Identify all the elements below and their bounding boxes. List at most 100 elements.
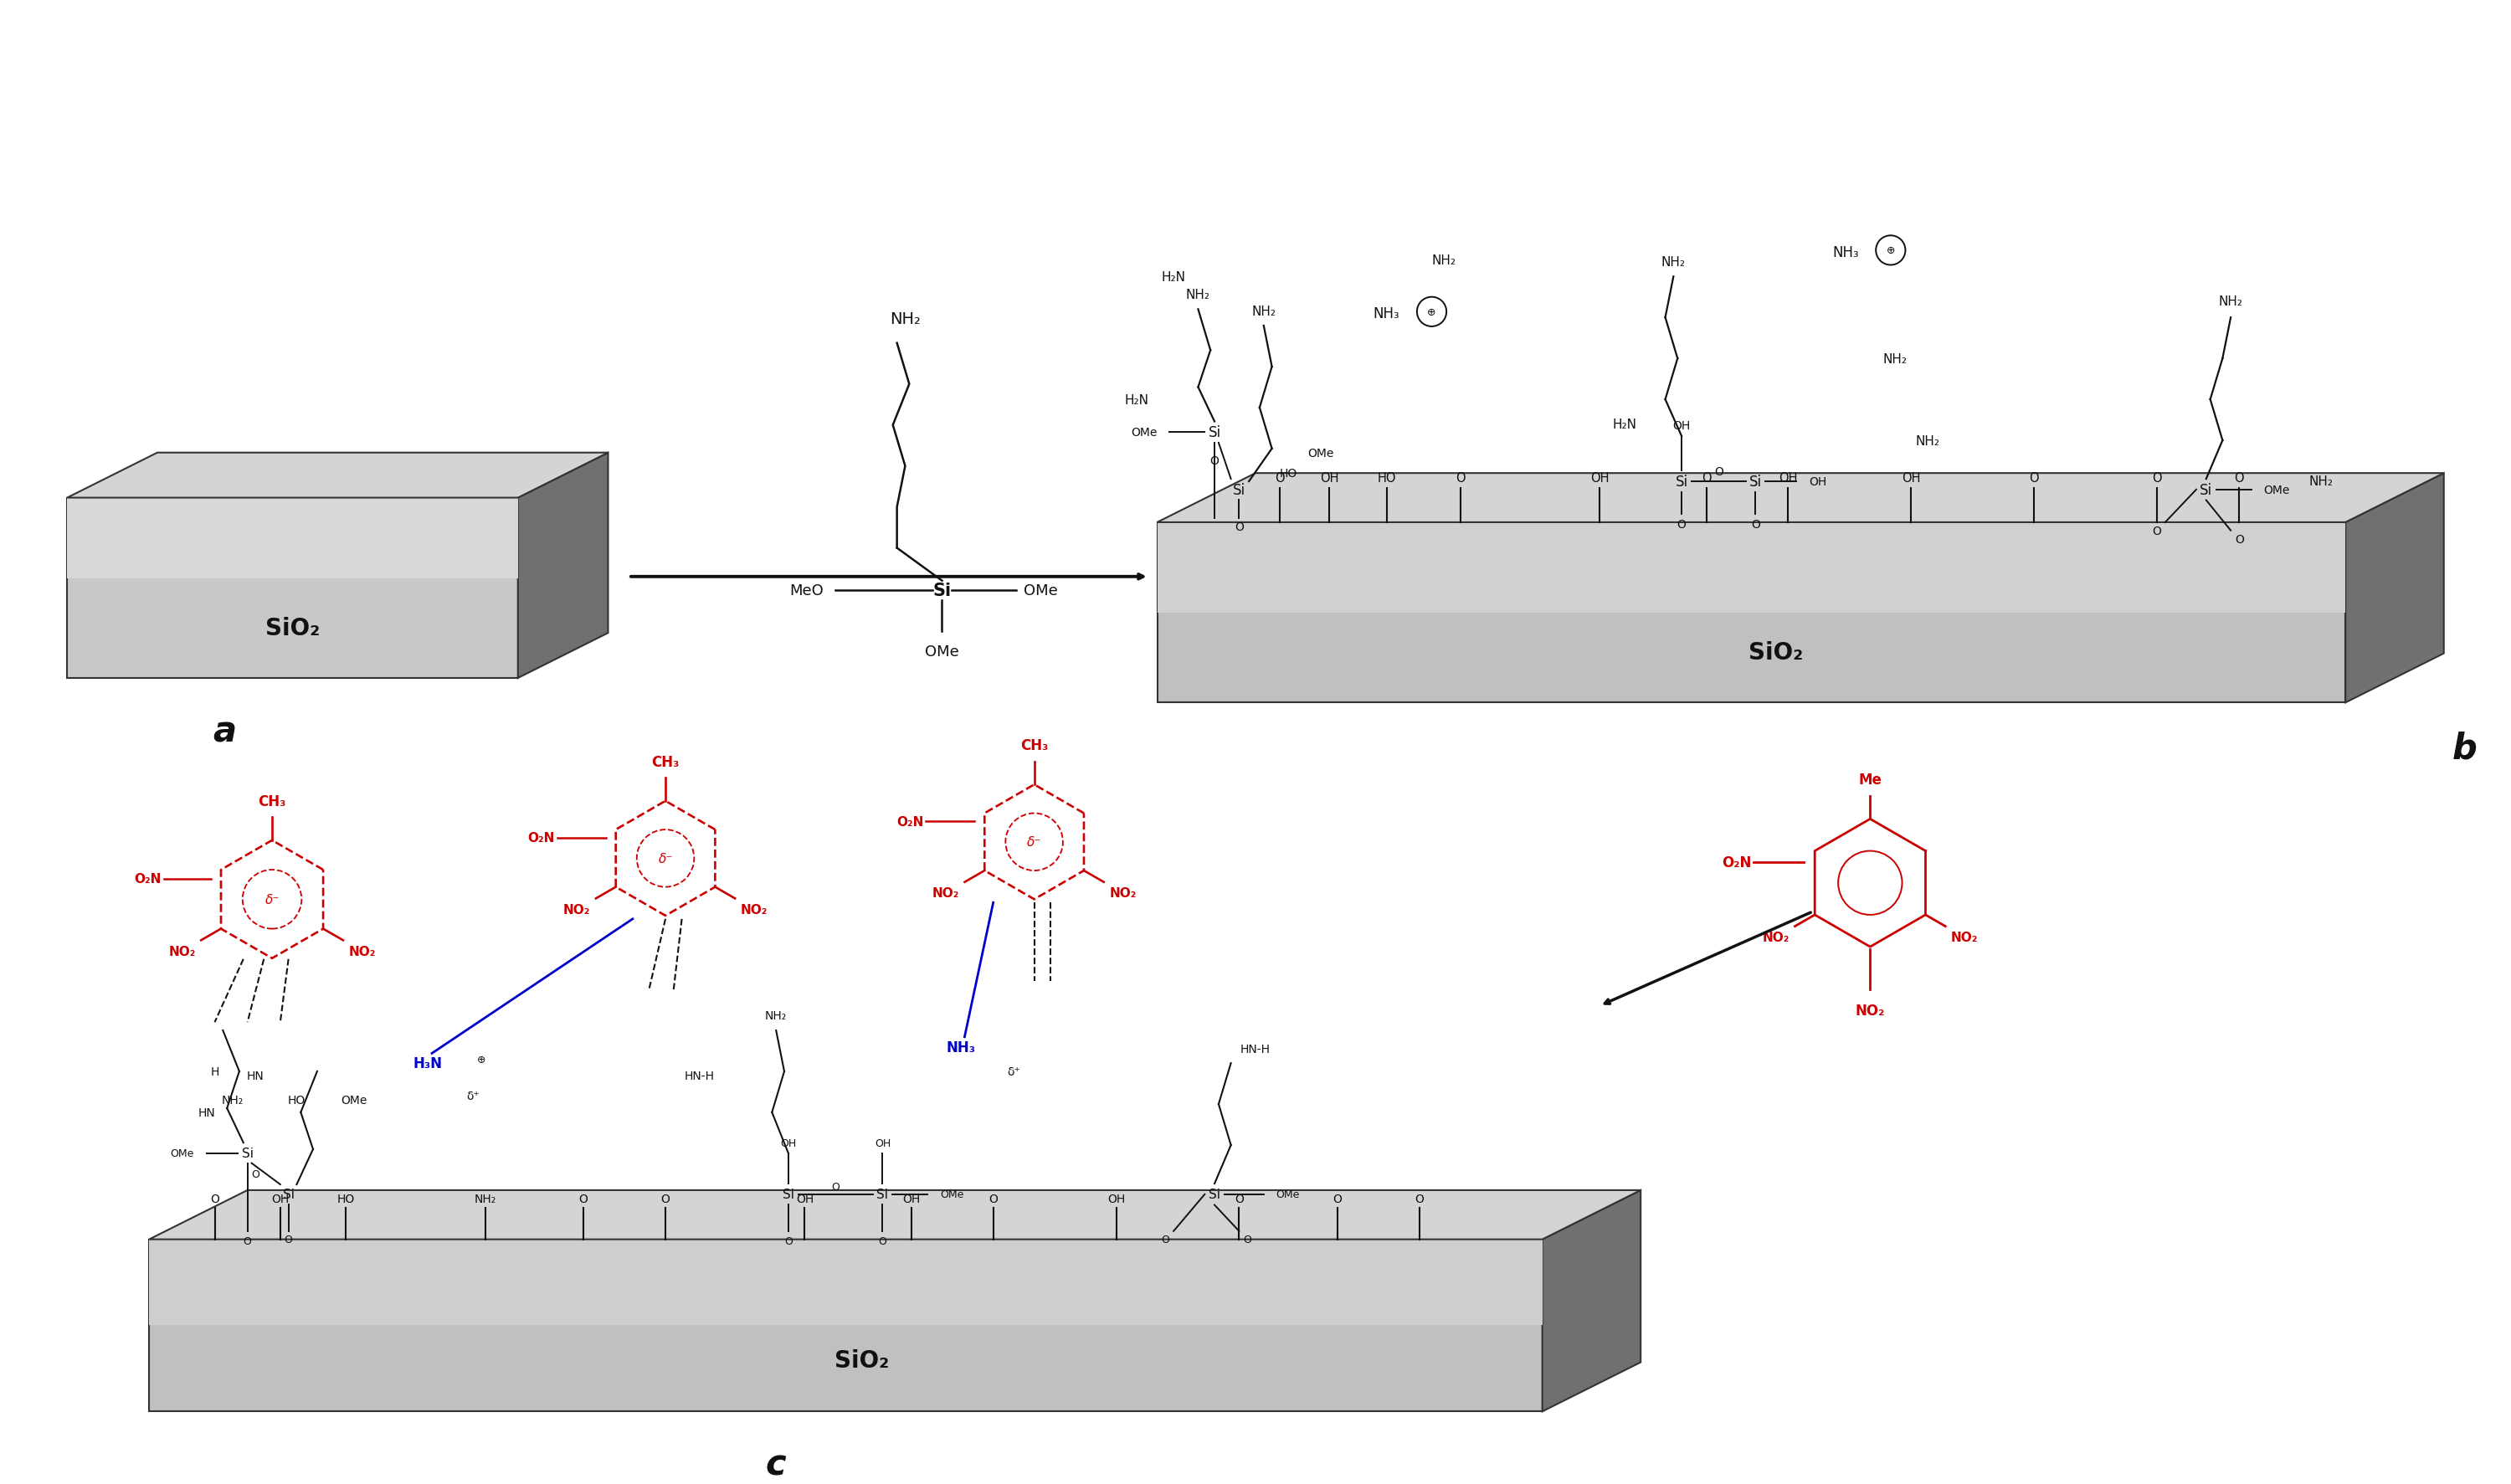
Text: NO₂: NO₂ xyxy=(1763,932,1790,944)
Text: OMe: OMe xyxy=(924,644,959,659)
Text: OMe: OMe xyxy=(171,1149,193,1159)
Text: CH₃: CH₃ xyxy=(259,794,286,809)
Text: OMe: OMe xyxy=(1024,583,1057,598)
Text: NH₂: NH₂ xyxy=(1883,353,1906,365)
Text: δ⁻: δ⁻ xyxy=(1027,835,1042,849)
Text: Si: Si xyxy=(1750,475,1763,490)
Text: OH: OH xyxy=(796,1193,814,1205)
Text: δ⁻: δ⁻ xyxy=(658,852,673,865)
Text: O: O xyxy=(244,1236,251,1247)
Text: Me: Me xyxy=(1858,773,1881,788)
Text: O: O xyxy=(2235,533,2245,545)
Text: HN: HN xyxy=(198,1107,216,1119)
Text: NO₂: NO₂ xyxy=(168,945,196,957)
Text: HO: HO xyxy=(289,1094,306,1106)
Text: Si: Si xyxy=(932,583,952,600)
Text: δ⁺: δ⁺ xyxy=(1007,1066,1019,1077)
Polygon shape xyxy=(148,1190,1640,1239)
Polygon shape xyxy=(68,453,608,499)
Text: NH₂: NH₂ xyxy=(1662,257,1685,269)
Text: HN-H: HN-H xyxy=(1240,1043,1271,1055)
Text: NO₂: NO₂ xyxy=(932,887,959,899)
Text: Si: Si xyxy=(1208,1189,1220,1201)
Text: CH₃: CH₃ xyxy=(650,754,680,770)
Text: OMe: OMe xyxy=(2262,484,2290,496)
Text: OH: OH xyxy=(1778,472,1798,484)
Text: O: O xyxy=(1750,518,1760,530)
Text: O: O xyxy=(580,1193,588,1205)
Text: δ⁺: δ⁺ xyxy=(467,1091,480,1103)
Text: CH₃: CH₃ xyxy=(1019,738,1047,752)
Text: NH₂: NH₂ xyxy=(766,1011,786,1021)
Text: NO₂: NO₂ xyxy=(1856,1003,1886,1018)
Text: ⊕: ⊕ xyxy=(1426,307,1436,318)
Text: a: a xyxy=(213,714,236,749)
Text: OH: OH xyxy=(1901,472,1921,484)
Text: O: O xyxy=(831,1181,839,1192)
Text: O: O xyxy=(989,1193,997,1205)
Text: ⊕: ⊕ xyxy=(477,1054,485,1064)
Text: OH: OH xyxy=(271,1193,289,1205)
Text: HO: HO xyxy=(1376,472,1396,484)
Text: O: O xyxy=(211,1193,218,1205)
Text: NH₂: NH₂ xyxy=(1431,254,1456,267)
Polygon shape xyxy=(1158,522,2345,613)
Text: Si: Si xyxy=(241,1147,254,1159)
Text: OH: OH xyxy=(781,1137,796,1149)
Text: O: O xyxy=(1715,466,1723,478)
Text: NO₂: NO₂ xyxy=(562,904,590,916)
Text: Si: Si xyxy=(876,1189,889,1201)
Polygon shape xyxy=(148,1239,1542,1411)
Polygon shape xyxy=(68,499,517,678)
Text: Si: Si xyxy=(2200,482,2212,497)
Text: O: O xyxy=(2152,472,2162,484)
Text: NO₂: NO₂ xyxy=(1951,932,1979,944)
Text: H: H xyxy=(211,1066,218,1077)
Text: Si: Si xyxy=(1233,482,1245,497)
Text: OH: OH xyxy=(1808,476,1825,488)
Text: NH₂: NH₂ xyxy=(2220,295,2242,307)
Text: O: O xyxy=(1702,472,1710,484)
Text: Si: Si xyxy=(1208,424,1220,441)
Text: MeO: MeO xyxy=(788,583,824,598)
Text: OH: OH xyxy=(1321,472,1338,484)
Text: b: b xyxy=(2451,730,2476,766)
Text: NH₂: NH₂ xyxy=(1185,289,1210,301)
Text: NH₃: NH₃ xyxy=(1833,245,1858,260)
Text: SiO₂: SiO₂ xyxy=(266,616,319,640)
Text: NH₃: NH₃ xyxy=(947,1039,974,1055)
Polygon shape xyxy=(2345,473,2443,703)
Text: OH: OH xyxy=(1589,472,1610,484)
Text: O₂N: O₂N xyxy=(896,815,924,828)
Text: OMe: OMe xyxy=(1130,427,1158,439)
Text: c: c xyxy=(766,1447,786,1483)
Text: OMe: OMe xyxy=(341,1094,367,1106)
Text: OH: OH xyxy=(1672,420,1690,432)
Text: O₂N: O₂N xyxy=(527,833,555,844)
Text: O: O xyxy=(1210,456,1218,467)
Text: HO: HO xyxy=(1281,467,1298,479)
Text: O: O xyxy=(783,1236,793,1247)
Text: SiO₂: SiO₂ xyxy=(834,1347,889,1371)
Text: HN-H: HN-H xyxy=(686,1070,716,1082)
Text: OH: OH xyxy=(1107,1193,1125,1205)
Text: OH: OH xyxy=(901,1193,919,1205)
Text: O: O xyxy=(1235,1193,1243,1205)
Text: H₂N: H₂N xyxy=(1125,393,1150,407)
Text: NH₂: NH₂ xyxy=(221,1094,244,1106)
Text: O: O xyxy=(2235,472,2245,484)
Text: H₂N: H₂N xyxy=(1612,418,1637,430)
Text: O₂N: O₂N xyxy=(1723,855,1750,870)
Text: NO₂: NO₂ xyxy=(1110,887,1137,899)
Text: NH₂: NH₂ xyxy=(1250,306,1276,318)
Text: H₃N: H₃N xyxy=(414,1055,442,1071)
Text: O: O xyxy=(1276,472,1286,484)
Text: NH₂: NH₂ xyxy=(1916,435,1938,447)
Text: ⊕: ⊕ xyxy=(1886,245,1896,257)
Text: OMe: OMe xyxy=(1308,447,1333,459)
Text: O: O xyxy=(660,1193,670,1205)
Text: Si: Si xyxy=(284,1189,294,1201)
Text: H₂N: H₂N xyxy=(1163,270,1185,283)
Polygon shape xyxy=(68,499,517,579)
Text: O: O xyxy=(1160,1235,1170,1245)
